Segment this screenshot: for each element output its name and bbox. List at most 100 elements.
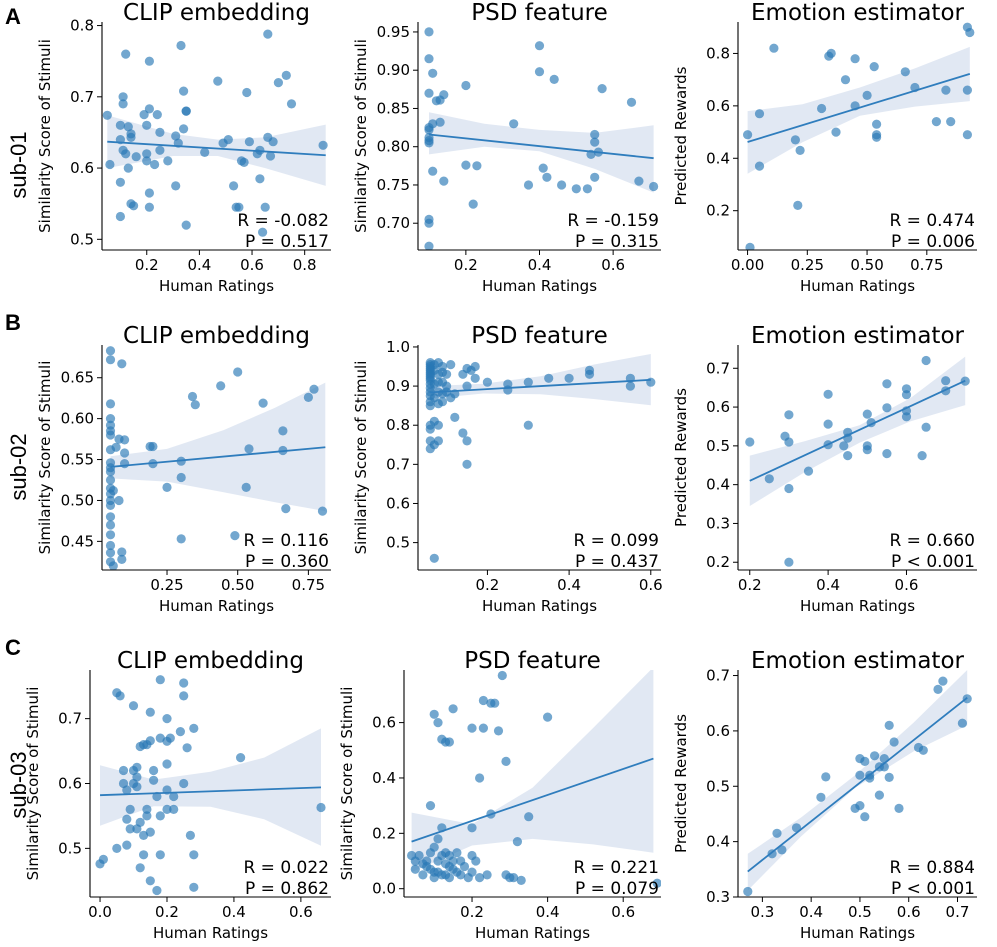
x-tick-label: 0.25: [150, 576, 183, 594]
data-point: [123, 122, 133, 132]
data-point: [882, 403, 892, 413]
data-point: [509, 119, 519, 129]
x-tick-label: 0.4: [816, 576, 840, 594]
x-tick-label: 0.4: [557, 576, 581, 594]
data-point: [900, 67, 910, 77]
data-point: [102, 110, 112, 120]
data-point: [281, 504, 291, 514]
data-point: [855, 770, 865, 780]
data-point: [461, 160, 471, 170]
data-point: [439, 90, 449, 100]
x-tick-label: 0.50: [221, 576, 254, 594]
x-tick-label: 0.0: [88, 903, 112, 921]
correlation-p: P = 0.517: [245, 232, 329, 252]
data-point: [155, 145, 165, 155]
y-tick-label: 0.5: [706, 437, 730, 455]
data-point: [634, 176, 644, 186]
correlation-r: R = 0.884: [889, 858, 975, 878]
data-point: [544, 373, 554, 383]
data-point: [105, 159, 115, 170]
y-tick-label: 0.4: [706, 476, 730, 494]
data-point: [162, 714, 172, 724]
data-point: [433, 436, 443, 446]
confidence-band: [100, 728, 321, 846]
data-point: [870, 751, 880, 761]
data-point: [448, 704, 458, 714]
data-point: [278, 426, 288, 436]
data-point: [316, 802, 326, 813]
data-point: [115, 211, 125, 222]
y-axis-label: Predicted Rewards: [672, 66, 690, 205]
data-point: [120, 448, 130, 458]
y-tick-label: 0.4: [706, 149, 730, 167]
x-tick-label: 0.6: [897, 903, 921, 921]
data-point: [884, 720, 894, 731]
data-point: [132, 762, 142, 772]
data-point: [258, 398, 268, 408]
y-tick-label: 0.70: [377, 214, 410, 232]
data-point: [862, 409, 872, 419]
data-point: [179, 86, 189, 96]
x-tick-label: 0.25: [791, 256, 824, 274]
data-point: [508, 873, 519, 883]
data-point: [652, 878, 661, 888]
data-point: [155, 127, 165, 137]
x-tick-label: 0.6: [611, 903, 635, 921]
data-point: [120, 435, 130, 445]
data-point: [230, 531, 240, 541]
data-point: [901, 390, 912, 400]
data-point: [265, 151, 276, 161]
data-point: [255, 174, 265, 184]
data-point: [497, 670, 507, 681]
correlation-r: R = 0.116: [243, 531, 329, 551]
x-tick-label: 0.4: [222, 903, 246, 921]
regression-line: [411, 757, 654, 843]
y-axis-label: Similarity Score of Stimuli: [352, 361, 370, 555]
scatter-panel-3: 0.00 0.25 0.50 0.75 0.2 0.4 0.6 0.8 Emotion esti…: [672, 0, 977, 295]
data-points: [425, 358, 656, 563]
chart-title: PSD feature: [464, 648, 601, 674]
data-point: [190, 400, 200, 410]
data-point: [105, 346, 116, 356]
data-point: [435, 117, 445, 127]
data-point: [145, 827, 155, 837]
data-point: [869, 62, 879, 72]
correlation-p: P < 0.001: [891, 879, 975, 899]
data-point: [855, 801, 865, 811]
correlation-p: P = 0.079: [575, 879, 659, 899]
data-point: [176, 472, 186, 483]
x-tick-label: 0.00: [731, 256, 764, 274]
y-tick-label: 0.80: [377, 138, 410, 156]
data-point: [538, 163, 548, 173]
data-point: [268, 137, 278, 147]
data-point: [105, 414, 116, 424]
data-point: [286, 99, 297, 109]
data-point: [117, 359, 127, 369]
regression-line: [110, 446, 326, 468]
data-point: [424, 218, 434, 228]
data-point: [941, 85, 951, 95]
data-point: [176, 534, 186, 544]
y-tick-label: 0.55: [61, 451, 94, 469]
data-point: [175, 727, 185, 737]
y-tick-label: 0.8: [706, 44, 730, 62]
data-point: [117, 547, 127, 557]
data-point: [446, 360, 456, 370]
data-point: [467, 823, 477, 833]
correlation-p: P < 0.001: [891, 552, 975, 572]
data-point: [155, 850, 165, 860]
data-point: [189, 723, 199, 734]
x-axis-label: Human Ratings: [800, 277, 915, 295]
data-point: [884, 772, 894, 783]
correlation-r: R = -0.082: [237, 211, 329, 231]
data-point: [826, 48, 836, 59]
data-point: [542, 172, 552, 182]
data-point: [118, 765, 129, 776]
data-point: [754, 109, 765, 119]
data-point: [471, 856, 481, 866]
data-point: [816, 792, 826, 802]
data-point: [840, 75, 851, 85]
chart-title: Emotion estimator: [751, 648, 965, 674]
data-point: [105, 520, 116, 530]
scatter-panel-1: 0.2 0.4 0.6 0.8 0.5 0.6 0.7 0.8 CLIP embedding Hu…: [36, 0, 331, 295]
